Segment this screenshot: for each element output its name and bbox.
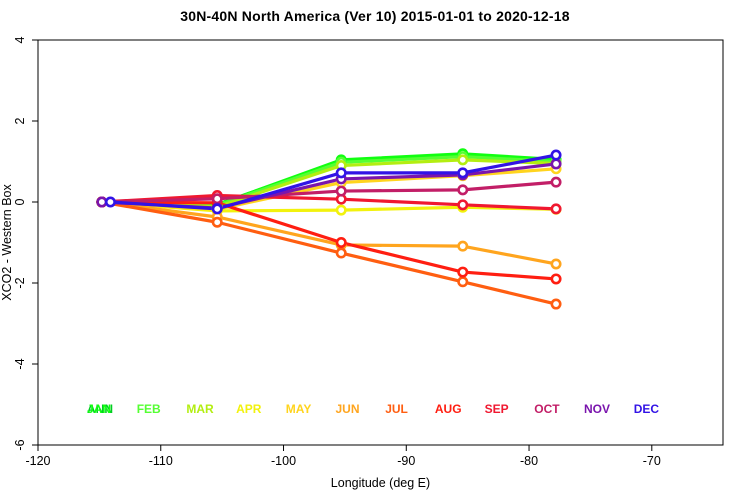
legend-label-apr: APR [236, 402, 262, 416]
data-point-oct [335, 185, 347, 197]
data-point-aug [550, 273, 562, 285]
data-point-dec [550, 149, 562, 161]
data-point-oct [457, 184, 469, 196]
legend-label-dec: DEC [634, 402, 660, 416]
data-point-sep [550, 203, 562, 215]
plot-box [37, 39, 724, 446]
data-point-jul [211, 216, 223, 228]
y-axis-label: XCO2 - Western Box [0, 184, 14, 301]
legend-label-jun: JUN [336, 402, 360, 416]
data-point-dec [457, 167, 469, 179]
data-point-aug [457, 266, 469, 278]
data-point-dec [211, 203, 223, 215]
legend-label-ann: ANN [87, 402, 113, 416]
legend-label-feb: FEB [137, 402, 161, 416]
legend-label-nov: NOV [584, 402, 610, 416]
y-tick-label: 2 [13, 117, 27, 124]
legend-label-jan: JAN [87, 402, 111, 416]
series-line-jul [100, 200, 558, 306]
chart-title: 30N-40N North America (Ver 10) 2015-01-0… [180, 8, 570, 24]
data-point-jul [457, 276, 469, 288]
x-axis-label: Longitude (deg E) [331, 476, 430, 490]
y-tick-label: -4 [13, 358, 27, 369]
data-point-sep [457, 199, 469, 211]
x-tick-label: -90 [397, 454, 415, 468]
data-point-oct [211, 193, 223, 205]
data-point-aug [335, 237, 347, 249]
legend-label-jul: JUL [385, 402, 408, 416]
legend-label-oct: OCT [534, 402, 560, 416]
data-point-mar [457, 154, 469, 166]
legend-label-sep: SEP [485, 402, 509, 416]
data-point-jul [335, 247, 347, 259]
data-point-nov [96, 196, 108, 208]
data-point-dec [335, 167, 347, 179]
data-point-apr [335, 204, 347, 216]
y-tick-label: -6 [13, 439, 27, 450]
data-point-jul [550, 298, 562, 310]
data-point-jun [457, 240, 469, 252]
legend-label-mar: MAR [186, 402, 214, 416]
data-point-jun [550, 258, 562, 270]
y-tick-label: -2 [13, 277, 27, 288]
x-tick-label: -110 [149, 454, 173, 468]
data-point-dec [104, 196, 116, 208]
x-tick-label: -70 [643, 454, 661, 468]
x-tick-label: -80 [520, 454, 538, 468]
legend-label-aug: AUG [435, 402, 462, 416]
y-tick-label: 0 [13, 198, 27, 205]
legend-label-may: MAY [286, 402, 312, 416]
x-tick-label: -100 [271, 454, 296, 468]
x-tick-label: -120 [25, 454, 50, 468]
data-point-oct [550, 176, 562, 188]
data-point-nov [550, 158, 562, 170]
y-tick-label: 4 [13, 36, 27, 43]
